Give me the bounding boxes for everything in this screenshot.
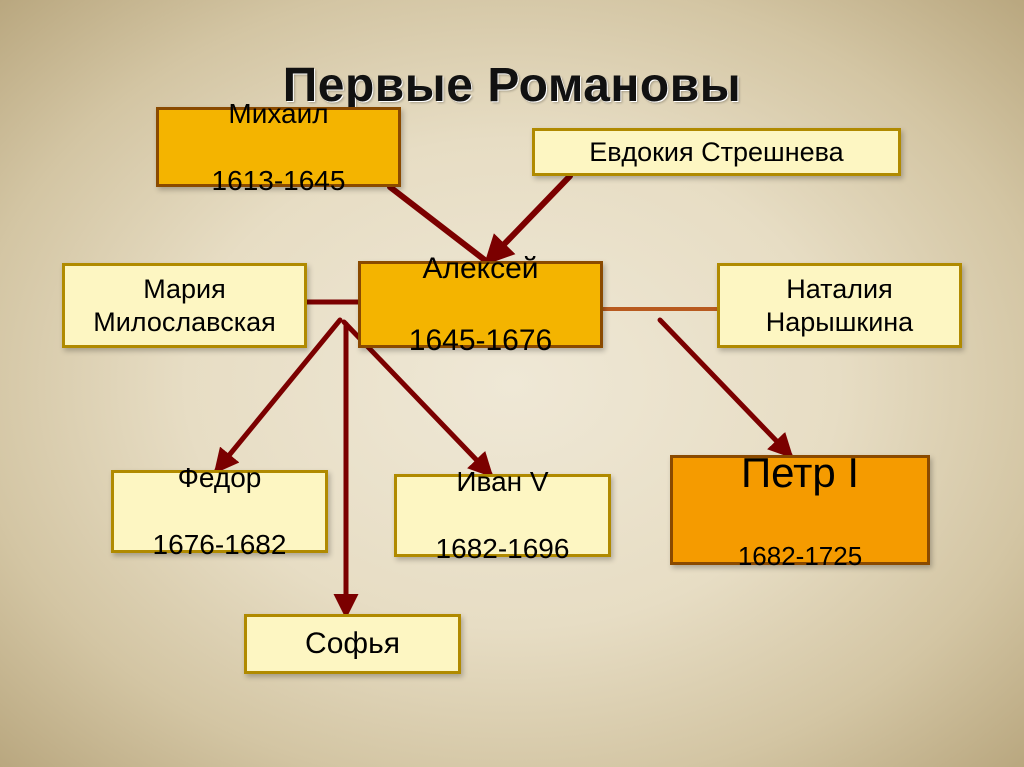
node-sofia-name: Софья	[305, 626, 400, 662]
node-sofia: Софья	[244, 614, 461, 674]
node-natalia-name: Наталия Нарышкина	[766, 273, 913, 338]
diagram-stage: Первые Романовы Михаил 1613-1645 Евдокия…	[0, 0, 1024, 767]
node-fedor-name: Федор	[153, 461, 287, 495]
node-petr: Петр I 1682-1725	[670, 455, 930, 565]
node-alexei: Алексей 1645-1676	[358, 261, 603, 348]
node-mikhail-name: Михаил	[212, 97, 346, 131]
node-mikhail-dates: 1613-1645	[212, 164, 346, 198]
node-evdokia: Евдокия Стрешнева	[532, 128, 901, 176]
node-fedor: Федор 1676-1682	[111, 470, 328, 553]
node-maria: Мария Милославская	[62, 263, 307, 348]
node-fedor-dates: 1676-1682	[153, 528, 287, 562]
node-maria-name: Мария Милославская	[93, 273, 276, 338]
node-ivan-dates: 1682-1696	[436, 532, 570, 566]
node-mikhail: Михаил 1613-1645	[156, 107, 401, 187]
node-natalia: Наталия Нарышкина	[717, 263, 962, 348]
node-petr-name: Петр I	[738, 448, 862, 498]
node-alexei-name: Алексей	[409, 251, 552, 287]
node-ivan: Иван V 1682-1696	[394, 474, 611, 557]
node-petr-dates: 1682-1725	[738, 541, 862, 572]
node-ivan-name: Иван V	[436, 465, 570, 499]
node-alexei-dates: 1645-1676	[409, 323, 552, 359]
node-evdokia-name: Евдокия Стрешнева	[589, 136, 843, 168]
page-title: Первые Романовы	[0, 58, 1024, 113]
